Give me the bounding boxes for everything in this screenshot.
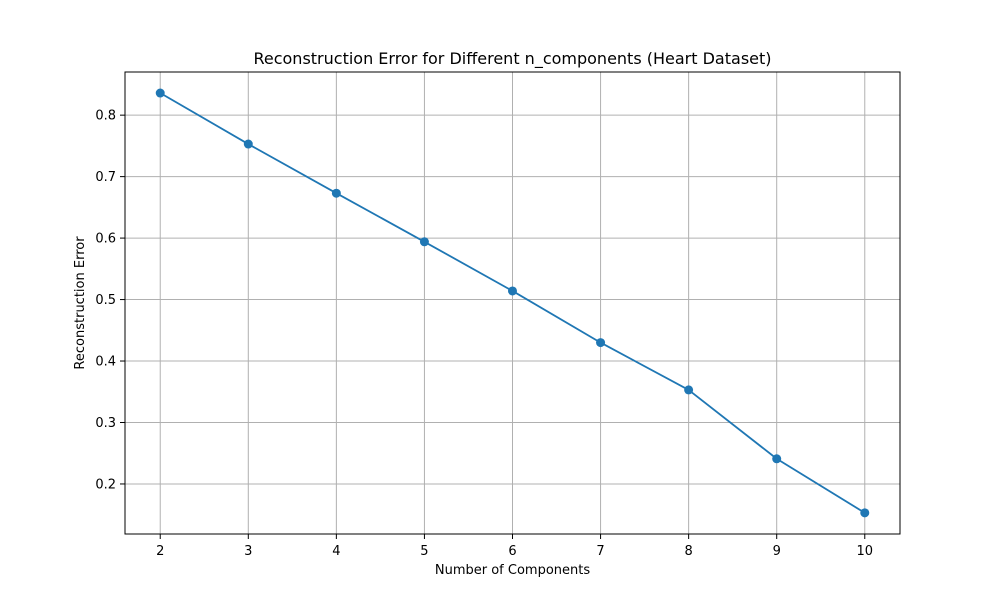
x-tick-label: 10 [856,544,873,559]
y-tick-label: 0.5 [95,293,116,308]
x-tick-label: 6 [508,544,516,559]
chart-title: Reconstruction Error for Different n_com… [253,49,771,69]
data-point-marker [155,88,165,98]
y-tick-label: 0.3 [95,416,116,431]
y-axis-ticks: 0.2 0.3 0.4 0.5 0.6 0.7 0.8 [95,109,125,492]
x-tick-label: 7 [596,544,604,559]
x-tick-label: 4 [332,544,340,559]
series-layer [155,88,870,518]
y-tick-label: 0.2 [95,477,116,492]
x-axis-label: Number of Components [435,563,590,578]
x-tick-label: 8 [684,544,692,559]
data-point-marker [860,508,870,518]
y-tick-label: 0.4 [95,355,116,370]
data-point-marker [331,188,341,198]
x-axis-ticks: 2 3 4 5 6 7 8 9 10 [156,534,873,559]
data-point-marker [596,338,606,348]
data-point-marker [684,385,694,395]
x-tick-label: 5 [420,544,428,559]
x-tick-label: 2 [156,544,164,559]
data-point-marker [243,139,253,149]
data-point-marker [772,454,782,464]
y-tick-label: 0.8 [95,109,116,124]
x-tick-label: 9 [773,544,781,559]
y-axis-label: Reconstruction Error [73,236,88,370]
grid-lines [125,72,900,534]
y-tick-label: 0.7 [95,170,116,185]
data-point-marker [508,286,517,296]
data-point-marker [419,237,429,247]
x-tick-label: 3 [244,544,252,559]
y-tick-label: 0.6 [95,232,116,247]
